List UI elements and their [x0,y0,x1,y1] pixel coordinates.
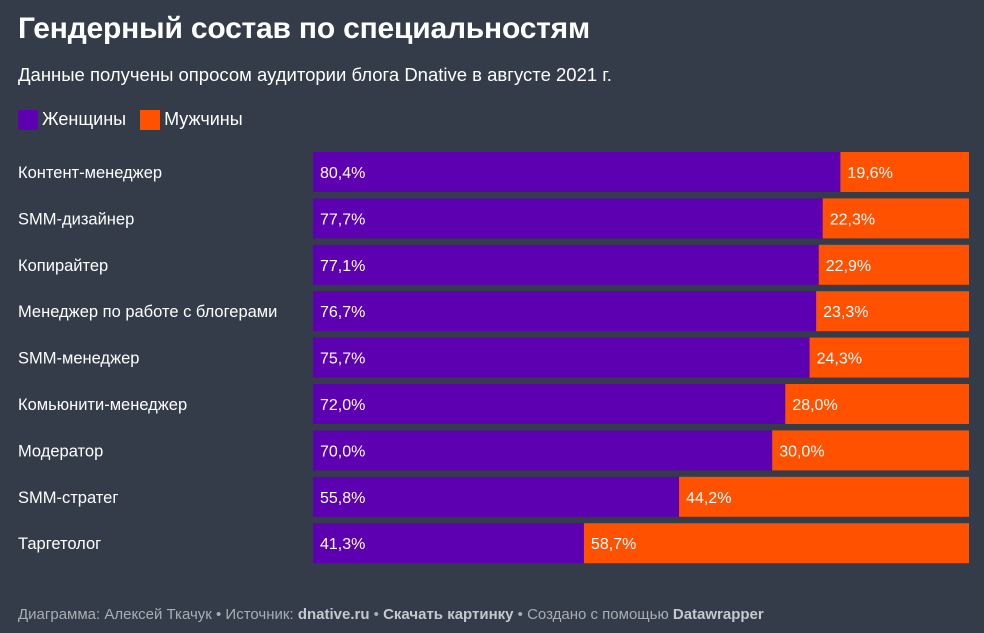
bar-segment-men [809,337,969,378]
bar-segment-women [313,198,823,239]
stacked-bar-chart: Контент-менеджер 80,4% 19,6% SMM-дизайнер 77… [18,152,969,564]
legend-swatch-men [140,109,161,130]
bar-segment-men [816,291,969,332]
legend-label-women: Женщины [42,109,127,129]
data-label-women: 76,7% [320,304,365,321]
footer-credits: Диаграмма: Алексей Ткачук • Источник: [18,606,298,623]
data-label-women: 41,3% [320,536,365,553]
data-label-men: 44,2% [686,490,731,507]
bar-segment-men [583,523,969,564]
footer-source-link[interactable]: dnative.ru [297,606,370,623]
legend-swatch-women [18,109,38,130]
legend: Женщины Мужчины [18,109,257,130]
data-label-women: 72,0% [320,397,365,414]
bar-segment-men [822,198,969,239]
bar-segment-women [313,384,786,424]
data-label-men: 28,0% [792,397,837,414]
bar-segment-men [679,476,969,517]
bar-segment-men [772,430,969,471]
category-label: Комьюнити-менеджер [18,396,187,414]
bar-segment-men [785,384,969,424]
bar-segment-men [818,244,969,285]
legend-item-men: Мужчины [140,109,243,130]
data-label-men: 30,0% [779,443,824,460]
data-label-women: 55,8% [320,490,365,507]
legend-item-women: Женщины [18,109,126,130]
footer: Диаграмма: Алексей Ткачук • Источник: dn… [18,606,764,623]
footer-separator: • [369,606,384,623]
chart-subtitle: Данные получены опросом аудитории блога … [18,64,612,85]
data-label-women: 70,0% [320,443,365,460]
footer-tool-link[interactable]: Datawrapper [672,606,764,623]
category-label: Контент-менеджер [18,164,162,182]
data-label-men: 22,9% [826,258,871,275]
category-label: Менеджер по работе с блогерами [18,303,277,321]
category-label: SMM-дизайнер [18,210,134,228]
data-label-women: 80,4% [320,165,365,182]
bar-segment-women [313,152,841,192]
bar-segment-men [840,152,969,192]
footer-created-with: • Создано с помощью [513,606,673,623]
bar-segment-women [313,430,773,471]
data-label-women: 77,7% [320,211,365,228]
category-label: Копирайтер [18,257,108,275]
data-label-men: 23,3% [823,304,868,321]
category-label: SMM-стратег [18,489,118,507]
bar-segment-women [313,244,819,285]
bar-segment-women [313,476,680,517]
category-label: SMM-менеджер [18,350,139,368]
data-label-women: 77,1% [320,258,365,275]
data-label-men: 24,3% [817,351,862,368]
chart-title: Гендерный состав по специальностям [18,12,590,45]
category-label: Таргетолог [18,535,101,553]
footer-download-link[interactable]: Скачать картинку [383,606,514,623]
bar-segment-women [313,291,817,332]
data-label-men: 58,7% [591,536,636,553]
bar-segment-women [313,337,810,378]
category-label: Модератор [18,442,103,460]
data-label-women: 75,7% [320,351,365,368]
legend-label-men: Мужчины [164,109,243,129]
bar-segment-women [313,523,584,564]
data-label-men: 19,6% [847,165,892,182]
data-label-men: 22,3% [830,211,875,228]
